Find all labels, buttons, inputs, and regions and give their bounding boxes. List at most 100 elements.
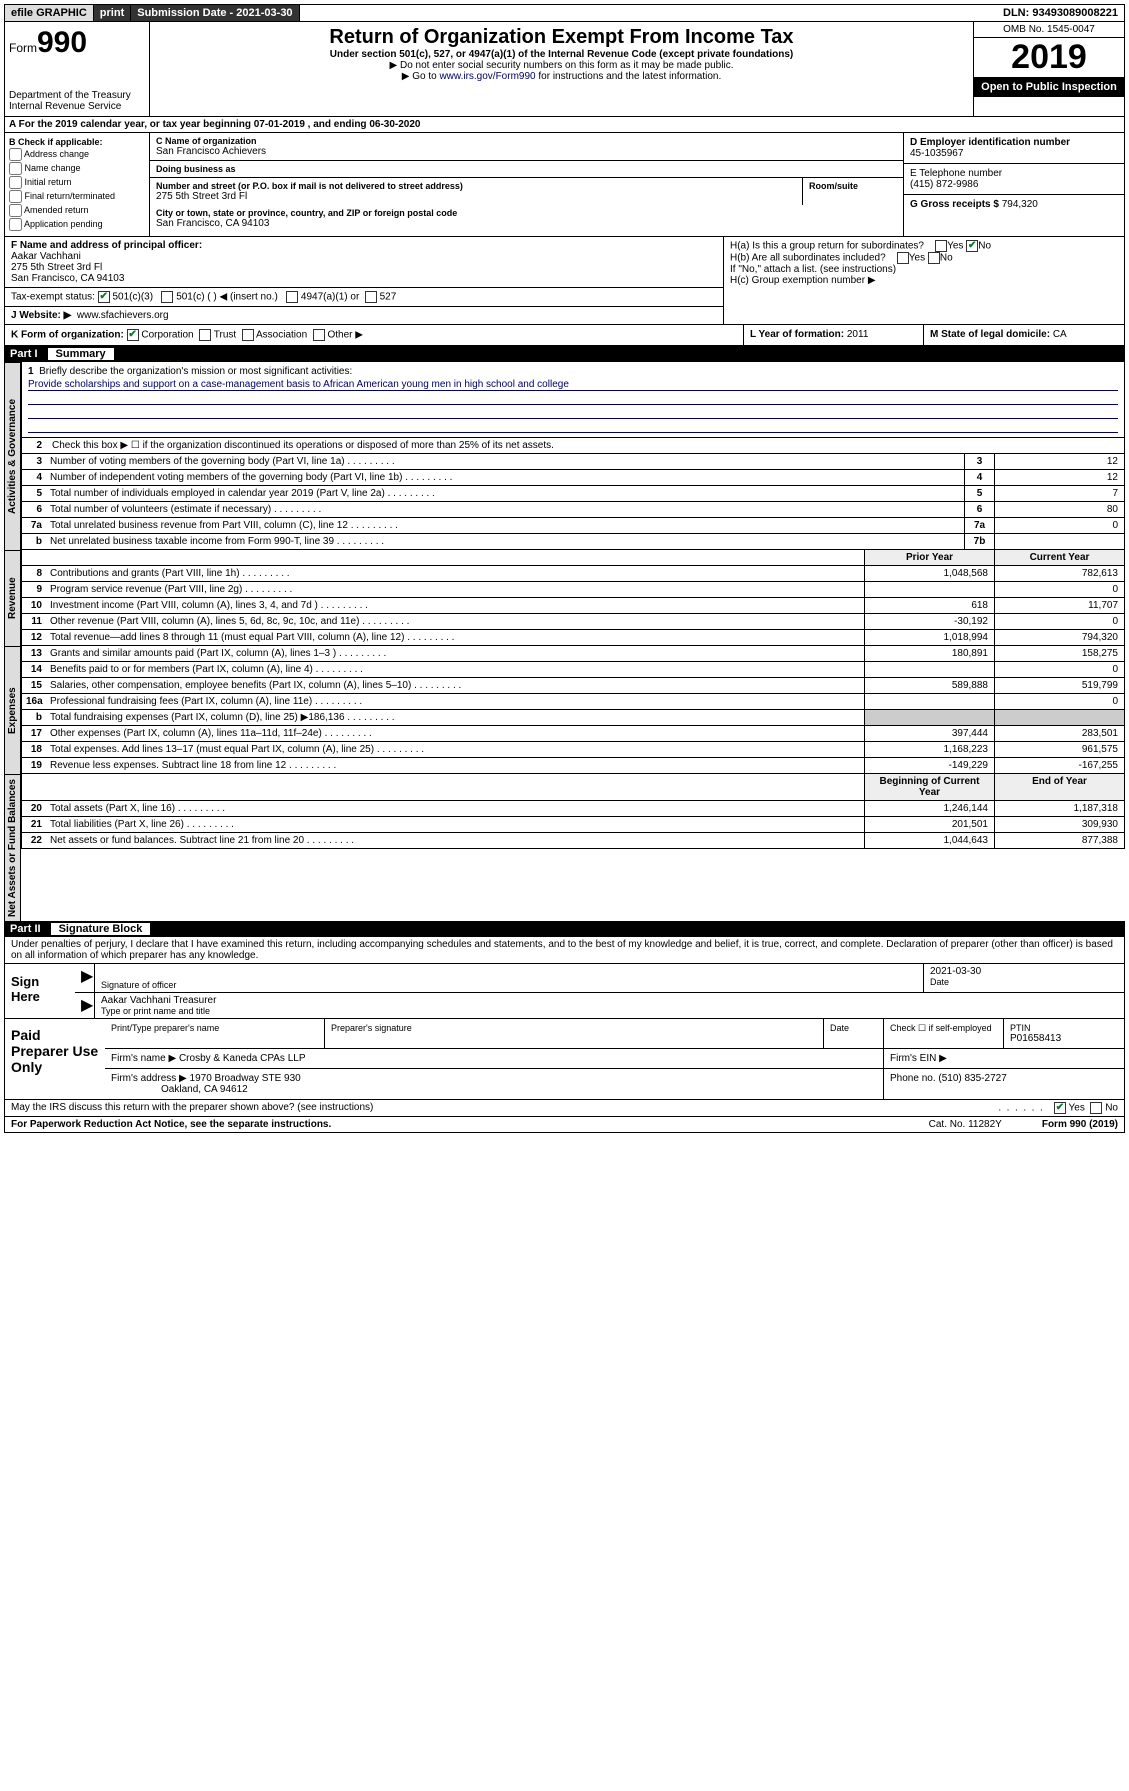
room-suite-label: Room/suite [803, 178, 903, 205]
line-12: 12Total revenue—add lines 8 through 11 (… [21, 630, 1125, 646]
line-18: 18Total expenses. Add lines 13–17 (must … [21, 742, 1125, 758]
ptin-value: P01658413 [1010, 1033, 1118, 1044]
check-501c3[interactable] [98, 291, 110, 303]
ha-no[interactable] [966, 240, 978, 252]
website-value: www.sfachievers.org [77, 310, 169, 321]
check-4947[interactable] [286, 291, 298, 303]
note-link: ▶ Go to www.irs.gov/Form990 for instruct… [154, 71, 969, 82]
check-other[interactable] [313, 329, 325, 341]
officer-name-title: Aakar Vachhani Treasurer [101, 995, 1118, 1006]
line-13: 13Grants and similar amounts paid (Part … [21, 646, 1125, 662]
section-fgh: F Name and address of principal officer:… [4, 237, 1125, 325]
line-15: 15Salaries, other compensation, employee… [21, 678, 1125, 694]
prep-date-label: Date [830, 1023, 877, 1033]
check-self-employed[interactable]: Check ☐ if self-employed [884, 1019, 1004, 1048]
irs-link[interactable]: www.irs.gov/Form990 [439, 71, 535, 82]
phone-value: (510) 835-2727 [938, 1073, 1006, 1084]
org-name-label: C Name of organization [156, 136, 897, 146]
gross-receipts-value: 794,320 [1002, 199, 1038, 210]
ha-yes[interactable] [935, 240, 947, 252]
check-address-change[interactable]: Address change [9, 148, 145, 161]
state-domicile: CA [1053, 329, 1067, 340]
address-value: 275 5th Street 3rd Fl [156, 191, 796, 202]
sig-date: 2021-03-30 [930, 966, 1118, 977]
note-ssn: ▶ Do not enter social security numbers o… [154, 60, 969, 71]
line-22: 22Net assets or fund balances. Subtract … [21, 833, 1125, 849]
check-final-return[interactable]: Final return/terminated [9, 190, 145, 203]
part1-header: Part ISummary [4, 346, 1125, 362]
line-b: bNet unrelated business taxable income f… [21, 534, 1125, 550]
footer-notice: For Paperwork Reduction Act Notice, see … [11, 1119, 331, 1130]
hb-note: If "No," attach a list. (see instruction… [730, 264, 1118, 275]
section-a: A For the 2019 calendar year, or tax yea… [4, 117, 1125, 133]
perjury-statement: Under penalties of perjury, I declare th… [4, 937, 1125, 964]
line-11: 11Other revenue (Part VIII, column (A), … [21, 614, 1125, 630]
line-20: 20Total assets (Part X, line 16)1,246,14… [21, 801, 1125, 817]
mission-text: Provide scholarships and support on a ca… [28, 379, 1118, 391]
hb-no[interactable] [928, 252, 940, 264]
line-16a: 16aProfessional fundraising fees (Part I… [21, 694, 1125, 710]
tax-exempt-status: Tax-exempt status: 501(c)(3) 501(c) ( ) … [5, 288, 723, 307]
check-assoc[interactable] [242, 329, 254, 341]
form-subtitle: Under section 501(c), 527, or 4947(a)(1)… [154, 49, 969, 60]
website-row: J Website: ▶ www.sfachievers.org [5, 307, 723, 324]
type-name-label: Type or print name and title [101, 1006, 1118, 1016]
ein-label: D Employer identification number [910, 137, 1118, 148]
check-amended[interactable]: Amended return [9, 204, 145, 217]
address-label: Number and street (or P.O. box if mail i… [156, 181, 796, 191]
check-corp[interactable] [127, 329, 139, 341]
officer-addr1: 275 5th Street 3rd Fl [11, 262, 102, 273]
arrow-icon: ▶ [75, 993, 95, 1018]
check-if-applicable-label: B Check if applicable: [9, 137, 145, 147]
vert-revenue: Revenue [4, 550, 21, 646]
gross-receipts-label: G Gross receipts $ [910, 199, 1002, 210]
line-8: 8Contributions and grants (Part VIII, li… [21, 566, 1125, 582]
col-header-begin-end: Beginning of Current YearEnd of Year [21, 774, 1125, 801]
section-bcd: B Check if applicable: Address change Na… [4, 133, 1125, 237]
check-initial-return[interactable]: Initial return [9, 176, 145, 189]
paid-preparer-label: Paid Preparer Use Only [5, 1019, 105, 1099]
footer-catno: Cat. No. 11282Y [929, 1119, 1002, 1130]
line-7a: 7aTotal unrelated business revenue from … [21, 518, 1125, 534]
firm-name-label: Firm's name ▶ [111, 1053, 176, 1064]
form-title: Return of Organization Exempt From Incom… [154, 26, 969, 49]
check-app-pending[interactable]: Application pending [9, 218, 145, 231]
open-public-badge: Open to Public Inspection [974, 77, 1124, 97]
line-17: 17Other expenses (Part IX, column (A), l… [21, 726, 1125, 742]
dba-label: Doing business as [156, 164, 897, 174]
submission-date: Submission Date - 2021-03-30 [131, 5, 299, 21]
date-label: Date [930, 977, 1118, 987]
ein-value: 45-1035967 [910, 148, 1118, 159]
firm-addr-label: Firm's address ▶ [111, 1073, 187, 1084]
check-name-change[interactable]: Name change [9, 162, 145, 175]
dln: DLN: 93493089008221 [997, 5, 1124, 21]
footer-form: Form 990 (2019) [1042, 1119, 1118, 1130]
vert-netassets: Net Assets or Fund Balances [4, 774, 21, 921]
section-c: C Name of organizationSan Francisco Achi… [150, 133, 904, 236]
city-value: San Francisco, CA 94103 [156, 218, 897, 229]
check-527[interactable] [365, 291, 377, 303]
line-3: 3Number of voting members of the governi… [21, 454, 1125, 470]
tax-year: 2019 [974, 38, 1124, 77]
hb-yes[interactable] [897, 252, 909, 264]
line-2: 2Check this box ▶ ☐ if the organization … [21, 438, 1125, 454]
print-button[interactable]: print [94, 5, 131, 21]
col-header-prior-current: Prior YearCurrent Year [21, 550, 1125, 566]
paid-preparer-block: Paid Preparer Use Only Print/Type prepar… [4, 1019, 1125, 1100]
top-bar: efile GRAPHIC print Submission Date - 20… [4, 4, 1125, 22]
efile-button[interactable]: efile GRAPHIC [5, 5, 94, 21]
line-10: 10Investment income (Part VIII, column (… [21, 598, 1125, 614]
officer-name: Aakar Vachhani [11, 251, 81, 262]
discuss-yes[interactable] [1054, 1102, 1066, 1114]
omb-number: OMB No. 1545-0047 [974, 22, 1124, 38]
discuss-question: May the IRS discuss this return with the… [11, 1102, 998, 1114]
firm-addr1: 1970 Broadway STE 930 [190, 1073, 301, 1084]
check-trust[interactable] [199, 329, 211, 341]
section-d: D Employer identification number45-10359… [904, 133, 1124, 236]
discuss-no[interactable] [1090, 1102, 1102, 1114]
check-501c[interactable] [161, 291, 173, 303]
sign-here-block: Sign Here ▶ Signature of officer 2021-03… [4, 964, 1125, 1019]
section-b-checkboxes: B Check if applicable: Address change Na… [5, 133, 150, 236]
telephone-value: (415) 872-9986 [910, 179, 1118, 190]
sign-here-label: Sign Here [5, 964, 75, 1018]
